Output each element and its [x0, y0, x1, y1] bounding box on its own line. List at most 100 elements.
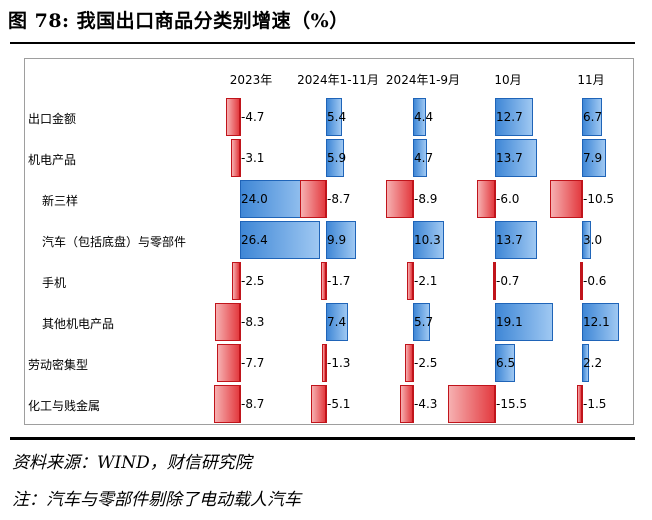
- data-label: -8.3: [241, 315, 265, 329]
- row-label: 化工与贱金属: [28, 399, 101, 413]
- data-bar: [310, 385, 326, 423]
- data-bar: [299, 180, 326, 218]
- zero-axis-line: [413, 385, 414, 423]
- zero-axis-line: [240, 303, 241, 341]
- data-bar: [240, 221, 320, 259]
- data-bar: [214, 303, 240, 341]
- data-label: 13.7: [496, 233, 523, 247]
- data-bar: [495, 344, 515, 382]
- data-bar: [582, 221, 592, 259]
- data-bar: [225, 98, 240, 136]
- row-label: 其他机电产品: [42, 317, 115, 331]
- data-label: -2.5: [241, 274, 265, 288]
- data-bar: [413, 303, 431, 341]
- data-label: 3.0: [583, 233, 603, 247]
- data-bar: [448, 385, 495, 423]
- zero-axis-line: [240, 139, 241, 177]
- column-header: 11月: [577, 73, 605, 87]
- data-label: 10.3: [414, 233, 441, 247]
- data-bar: [386, 180, 413, 218]
- data-label: -1.3: [327, 356, 351, 370]
- data-bar: [582, 139, 606, 177]
- data-bar: [213, 385, 240, 423]
- row-label: 手机: [42, 276, 67, 290]
- zero-axis-line: [240, 262, 241, 300]
- row-label: 新三样: [42, 194, 79, 208]
- data-label: -15.5: [496, 397, 528, 411]
- data-label: -5.1: [327, 397, 351, 411]
- data-label: 26.4: [241, 233, 268, 247]
- data-label: -6.0: [496, 192, 520, 206]
- data-bar: [582, 303, 619, 341]
- data-label: -0.7: [496, 274, 520, 288]
- data-label: 24.0: [241, 192, 268, 206]
- zero-axis-line: [582, 180, 583, 218]
- data-bar: [580, 262, 583, 300]
- zero-axis-line: [413, 344, 414, 382]
- row-label: 劳动密集型: [28, 358, 89, 372]
- data-label: -4.7: [241, 110, 265, 124]
- data-label: -7.7: [241, 356, 265, 370]
- column-header: 10月: [494, 73, 522, 87]
- data-bar: [216, 344, 240, 382]
- data-label: 4.4: [414, 110, 434, 124]
- footnote: 注：汽车与零部件剔除了电动载人汽车: [12, 490, 301, 510]
- row-label: 机电产品: [28, 153, 77, 167]
- data-label: -8.9: [414, 192, 438, 206]
- data-label: -8.7: [241, 397, 265, 411]
- data-label: -2.5: [414, 356, 438, 370]
- data-label: 5.7: [414, 315, 434, 329]
- data-bar: [495, 221, 537, 259]
- data-label: -1.7: [327, 274, 351, 288]
- data-bar: [413, 139, 428, 177]
- data-label: 6.7: [583, 110, 603, 124]
- data-bar: [550, 180, 582, 218]
- data-label: 19.1: [496, 315, 523, 329]
- data-label: -0.6: [583, 274, 607, 288]
- data-bar: [495, 139, 537, 177]
- data-bar: [413, 221, 445, 259]
- data-label: 5.9: [327, 151, 347, 165]
- figure-title: 图 78: 我国出口商品分类别增速（%）: [8, 10, 349, 32]
- data-bar: [326, 98, 343, 136]
- data-label: -10.5: [583, 192, 615, 206]
- zero-axis-line: [326, 385, 327, 423]
- data-label: -3.1: [241, 151, 265, 165]
- zero-axis-line: [326, 180, 327, 218]
- data-label: 6.5: [496, 356, 516, 370]
- data-label: 13.7: [496, 151, 523, 165]
- zero-axis-line: [582, 262, 583, 300]
- data-label: -4.3: [414, 397, 438, 411]
- zero-axis-line: [240, 344, 241, 382]
- data-bar: [495, 98, 534, 136]
- zero-axis-line: [326, 262, 327, 300]
- data-bar: [326, 303, 349, 341]
- row-label: 汽车（包括底盘）与零部件: [42, 235, 187, 249]
- data-label: 9.9: [327, 233, 347, 247]
- top-rule: [10, 42, 635, 44]
- data-bar: [406, 262, 413, 300]
- data-label: -8.7: [327, 192, 351, 206]
- zero-axis-line: [495, 180, 496, 218]
- data-bar: [577, 385, 582, 423]
- chart-panel: [24, 58, 634, 425]
- zero-axis-line: [495, 385, 496, 423]
- data-bar: [476, 180, 495, 218]
- zero-axis-line: [413, 180, 414, 218]
- data-bar: [326, 221, 356, 259]
- data-bar: [230, 139, 240, 177]
- bottom-rule: [10, 437, 635, 440]
- data-bar: [399, 385, 413, 423]
- data-bar: [326, 139, 344, 177]
- data-label: 12.1: [583, 315, 610, 329]
- data-label: -2.1: [414, 274, 438, 288]
- data-label: -1.5: [583, 397, 607, 411]
- data-bar: [492, 262, 495, 300]
- data-bar: [320, 262, 326, 300]
- data-label: 12.7: [496, 110, 523, 124]
- zero-axis-line: [240, 385, 241, 423]
- zero-axis-line: [495, 262, 496, 300]
- data-bar: [232, 262, 240, 300]
- column-header: 2024年1-11月: [297, 73, 379, 87]
- column-header: 2023年: [229, 73, 273, 87]
